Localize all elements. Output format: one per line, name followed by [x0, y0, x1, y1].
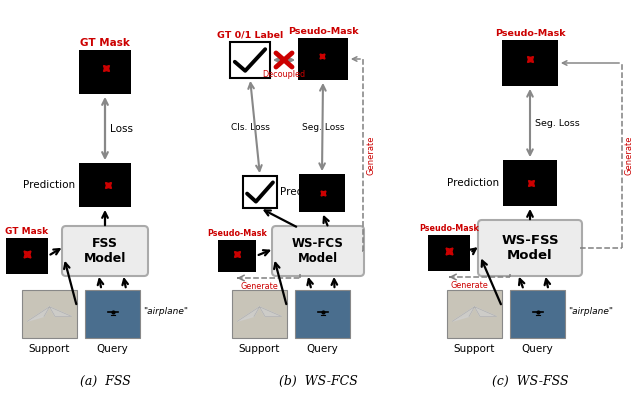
Bar: [85, 290, 140, 338]
Bar: [447, 290, 502, 338]
Text: (a)  FSS: (a) FSS: [79, 375, 131, 388]
Bar: [79, 163, 131, 207]
Text: Pseudo-Mask: Pseudo-Mask: [495, 29, 565, 38]
Text: Query: Query: [522, 344, 554, 354]
Text: Pseudo-Mask: Pseudo-Mask: [419, 224, 479, 233]
Bar: [22, 290, 77, 338]
Text: Pseudo-Mask: Pseudo-Mask: [288, 27, 358, 36]
Text: Prediction: Prediction: [23, 180, 75, 190]
Text: "airplane": "airplane": [568, 307, 613, 316]
Bar: [428, 235, 470, 271]
Text: Prediction: Prediction: [280, 187, 332, 197]
Text: Cls. Loss: Cls. Loss: [230, 122, 269, 131]
Text: (b)  WS-FCS: (b) WS-FCS: [278, 375, 357, 388]
Polygon shape: [452, 307, 497, 321]
Bar: [230, 42, 270, 78]
Text: Query: Query: [97, 344, 129, 354]
Text: (c)  WS-FSS: (c) WS-FSS: [492, 375, 568, 388]
Text: GT Mask: GT Mask: [80, 38, 130, 48]
Bar: [79, 50, 131, 94]
Text: WS-FSS
Model: WS-FSS Model: [501, 234, 559, 262]
Bar: [6, 238, 48, 274]
Text: Generate: Generate: [625, 136, 634, 175]
Bar: [503, 160, 557, 206]
Text: Seg. Loss: Seg. Loss: [301, 122, 344, 131]
Text: Decoupled: Decoupled: [262, 70, 305, 79]
Text: GT 0/1 Label: GT 0/1 Label: [217, 31, 283, 40]
Bar: [510, 290, 565, 338]
Bar: [299, 174, 345, 212]
Text: Prediction: Prediction: [447, 178, 499, 188]
FancyBboxPatch shape: [62, 226, 148, 276]
Text: Support: Support: [29, 344, 70, 354]
Text: Pseudo-Mask: Pseudo-Mask: [207, 229, 267, 238]
Text: FSS
Model: FSS Model: [84, 237, 126, 265]
Bar: [295, 290, 350, 338]
Text: Generate: Generate: [240, 282, 278, 291]
FancyBboxPatch shape: [272, 226, 364, 276]
Text: Generate: Generate: [450, 281, 488, 290]
Bar: [218, 240, 256, 272]
Text: Loss: Loss: [110, 124, 133, 133]
FancyBboxPatch shape: [478, 220, 582, 276]
Text: GT Mask: GT Mask: [5, 227, 49, 236]
Text: WS-FCS
Model: WS-FCS Model: [292, 237, 344, 265]
Bar: [232, 290, 287, 338]
Text: "airplane": "airplane": [143, 307, 188, 316]
Polygon shape: [237, 307, 282, 321]
Bar: [243, 176, 277, 208]
Text: Generate: Generate: [366, 135, 375, 175]
Text: Support: Support: [454, 344, 495, 354]
Polygon shape: [28, 307, 72, 321]
Bar: [502, 40, 558, 86]
Text: Query: Query: [307, 344, 339, 354]
Text: Seg. Loss: Seg. Loss: [535, 118, 580, 128]
Bar: [298, 38, 348, 80]
Text: Support: Support: [239, 344, 280, 354]
